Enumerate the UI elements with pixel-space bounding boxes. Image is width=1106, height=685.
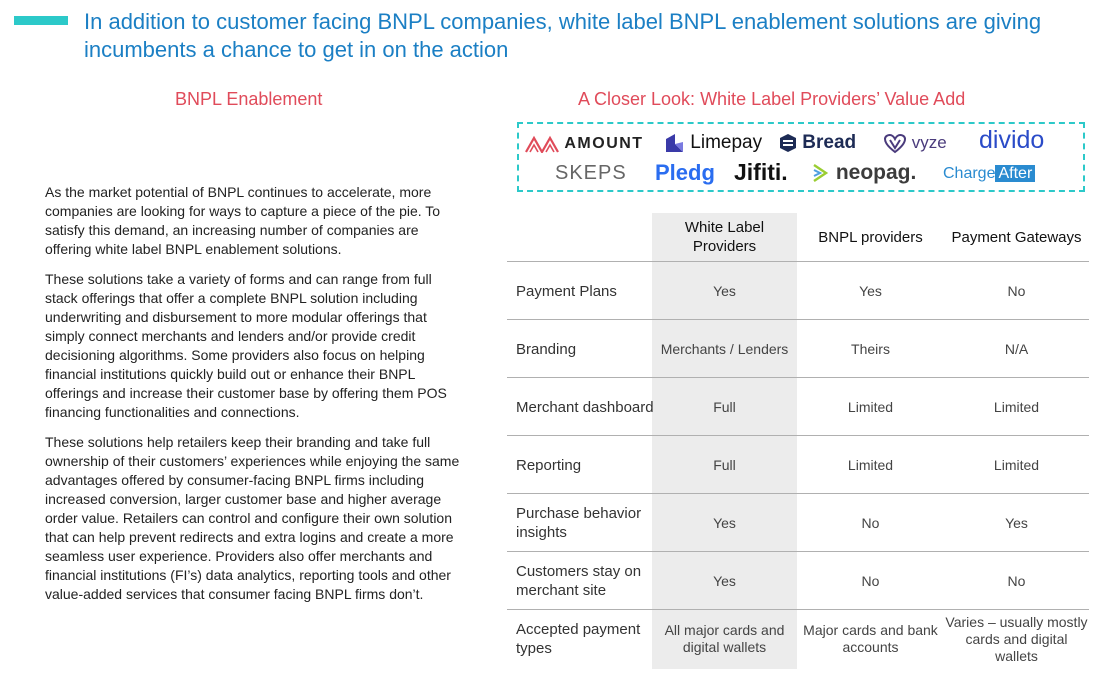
comparison-table-header: White Label Providers BNPL providers Pay…: [507, 213, 1089, 261]
table-row: Accepted payment types All major cards a…: [507, 610, 1089, 668]
cell-value: Limited: [993, 398, 1040, 415]
row-label: Customers stay on merchant site: [516, 563, 642, 599]
row-label: Merchant dashboard: [516, 398, 654, 416]
table-row: Branding Merchants / Lenders Theirs N/A: [507, 320, 1089, 378]
neopag-chevron-icon: [813, 164, 829, 183]
table-divider: [507, 261, 1089, 262]
cell-value: Theirs: [851, 340, 890, 357]
logo-jifiti: Jifiti.: [734, 159, 788, 185]
logo-vyze: vyze: [883, 131, 947, 155]
cell-value: Yes: [859, 282, 882, 299]
cell-value: All major cards and digital wallets: [664, 622, 785, 655]
logo-amount: AMOUNT: [525, 132, 644, 156]
table-divider: [507, 319, 1089, 320]
logo-amount-text: AMOUNT: [564, 135, 644, 152]
logo-chargeafter-text-1: Charge: [943, 165, 996, 182]
cell-value: Full: [713, 398, 736, 415]
cell-value: Yes: [1005, 514, 1028, 531]
highlight-column-background: [652, 213, 797, 669]
cell-value: Yes: [713, 514, 736, 531]
logo-neopag: neopag.: [812, 161, 916, 185]
cell-value: Merchants / Lenders: [660, 340, 789, 357]
logo-chargeafter-text-2: After: [995, 165, 1036, 182]
table-row: Reporting Full Limited Limited: [507, 436, 1089, 494]
logo-bread-text: Bread: [802, 132, 857, 153]
left-section-title: BNPL Enablement: [175, 89, 323, 109]
row-label: Reporting: [516, 456, 582, 474]
bread-icon: [780, 133, 796, 152]
cell-value: Varies – usually mostly cards and digita…: [945, 613, 1088, 664]
logo-skeps: SKEPS: [555, 162, 627, 184]
table-row: Payment Plans Yes Yes No: [507, 262, 1089, 320]
logo-divido: divido: [979, 126, 1045, 154]
column-header-white-label: White Label Providers: [684, 219, 765, 255]
column-header-bnpl: BNPL providers: [818, 228, 923, 246]
row-label: Purchase behavior insights: [516, 505, 642, 541]
provider-logos-box: AMOUNT Limepay Bread vyze divido SKEPS P…: [517, 122, 1085, 192]
row-label: Branding: [516, 340, 577, 358]
page-headline: In addition to customer facing BNPL comp…: [84, 9, 1042, 62]
cell-value: Limited: [993, 456, 1040, 473]
table-row: Purchase behavior insights Yes No Yes: [507, 494, 1089, 552]
right-section-title: A Closer Look: White Label Providers’ Va…: [578, 89, 966, 109]
cell-value: No: [1007, 572, 1026, 589]
left-text-column: As the market potential of BNPL continue…: [45, 183, 465, 615]
cell-value: Yes: [713, 282, 736, 299]
table-divider: [507, 435, 1089, 436]
paragraph-1: As the market potential of BNPL continue…: [45, 184, 441, 257]
table-row: Customers stay on merchant site Yes No N…: [507, 552, 1089, 610]
logo-vyze-text: vyze: [911, 133, 947, 152]
cell-value: No: [1007, 282, 1026, 299]
logo-chargeafter: Charge After: [943, 162, 1036, 186]
vyze-heart-icon: [883, 133, 907, 153]
logo-neopag-text: neopag.: [835, 161, 917, 184]
limepay-leaf-icon: [666, 133, 683, 152]
cell-value: Limited: [847, 456, 894, 473]
cell-value: Major cards and bank accounts: [803, 622, 938, 655]
cell-value: Limited: [847, 398, 894, 415]
cell-value: Yes: [713, 572, 736, 589]
column-header-gateways: Payment Gateways: [951, 228, 1082, 246]
logo-pledg: Pledg: [655, 160, 715, 185]
cell-value: No: [861, 572, 880, 589]
logo-limepay-text: Limepay: [690, 132, 763, 153]
table-row: Merchant dashboard Full Limited Limited: [507, 378, 1089, 436]
table-divider: [507, 377, 1089, 378]
cell-value: N/A: [1004, 340, 1029, 357]
paragraph-2: These solutions take a variety of forms …: [45, 271, 447, 420]
row-label: Accepted payment types: [516, 621, 641, 657]
cell-value: No: [861, 514, 880, 531]
table-divider: [507, 493, 1089, 494]
cell-value: Full: [713, 456, 736, 473]
logo-limepay: Limepay: [663, 131, 762, 155]
table-divider: [507, 551, 1089, 552]
logo-bread: Bread: [779, 131, 856, 155]
paragraph-3: These solutions help retailers keep thei…: [45, 434, 460, 602]
accent-bar: [14, 16, 68, 25]
table-divider: [507, 609, 1089, 610]
row-label: Payment Plans: [516, 282, 617, 300]
amount-mountains-icon: [525, 135, 559, 153]
